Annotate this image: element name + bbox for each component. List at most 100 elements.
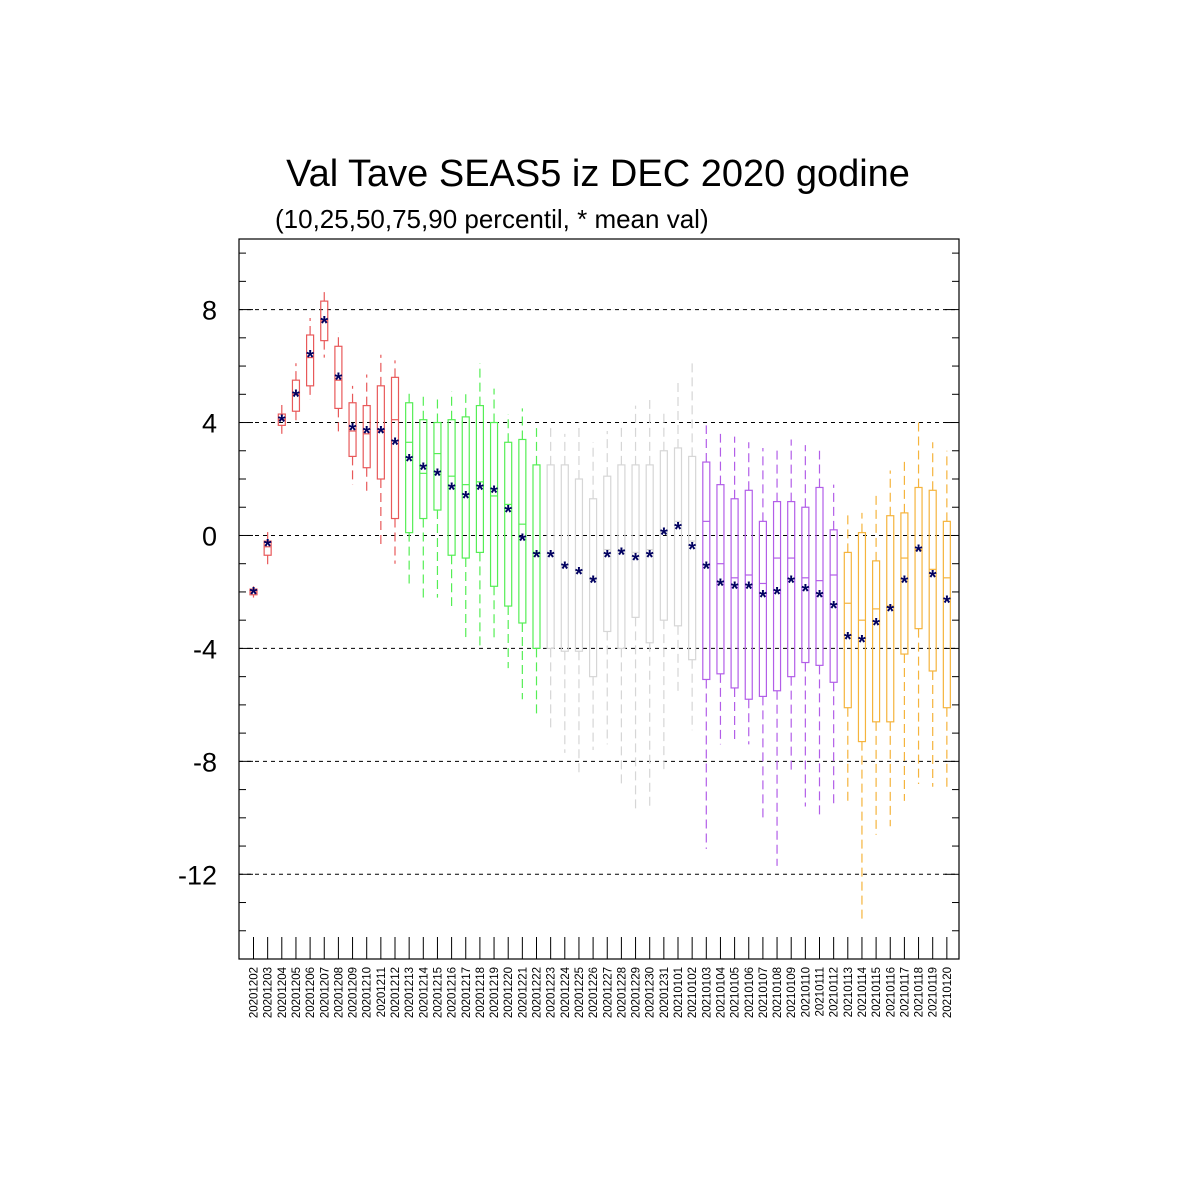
box-iqr	[588, 498, 598, 678]
mean-marker: *	[292, 386, 300, 408]
box-series: * * * * * * * * * * * * * * * * * * * * * * * * * * * * * * * * * * * * * * * *…	[249, 289, 951, 920]
mean-marker: *	[377, 423, 385, 445]
mean-marker: *	[278, 412, 286, 434]
x-tick-label: 20201224	[560, 966, 572, 1018]
box-20210118: *	[914, 422, 923, 784]
mean-marker: *	[943, 592, 951, 614]
box-iqr	[475, 404, 484, 554]
chart-subtitle: (10,25,50,75,90 percentil, * mean val)	[275, 204, 709, 234]
mean-marker: *	[462, 488, 470, 510]
x-tick-label: 20210120	[942, 967, 954, 1018]
box-20210102: *	[688, 360, 696, 731]
x-axis-tick-labels: 20201202 20201203 20201204 20201205 20201206…	[249, 966, 954, 1018]
box-20210109: *	[787, 439, 796, 770]
box-iqr	[702, 461, 711, 681]
x-tick-label: 20201222	[532, 967, 544, 1018]
mean-marker: *	[915, 542, 923, 564]
x-tick-label: 20201217	[461, 967, 473, 1018]
box-20201222: *	[532, 428, 541, 714]
mean-marker: *	[830, 598, 838, 620]
box-iqr	[617, 464, 626, 650]
x-tick-label: 20210105	[730, 967, 742, 1018]
mean-marker: *	[575, 564, 583, 586]
x-tick-label: 20210118	[914, 967, 926, 1017]
x-tick-label: 20201216	[447, 967, 459, 1018]
box-20201230: *	[645, 399, 654, 807]
x-tick-label: 20201231	[659, 967, 671, 1018]
x-tick-label: 20210107	[758, 967, 770, 1018]
x-tick-label: 20201226	[588, 967, 600, 1018]
y-axis-tick-labels: 8 4 0 -4 -8 -12	[178, 296, 217, 891]
mean-marker: *	[504, 502, 512, 524]
mean-marker: *	[419, 460, 427, 482]
plot-frame	[238, 238, 960, 960]
box-iqr	[928, 489, 937, 672]
box-20210112: *	[829, 484, 838, 807]
box-iqr	[603, 475, 612, 633]
x-tick-label: 20201209	[348, 967, 360, 1018]
mean-marker: *	[533, 547, 541, 569]
box-20210105: *	[730, 436, 739, 742]
x-tick-label: 20210109	[786, 967, 798, 1018]
x-tick-label: 20201219	[489, 967, 501, 1018]
mean-marker: *	[448, 479, 456, 501]
x-tick-label: 20201225	[574, 967, 586, 1018]
box-20201224: *	[560, 433, 569, 753]
mean-marker: *	[349, 420, 357, 442]
box-20210103: *	[702, 425, 710, 849]
y-tick-label: -8	[193, 747, 217, 777]
box-iqr	[857, 532, 867, 743]
mean-marker: *	[476, 479, 484, 501]
x-tick-label: 20210115	[871, 967, 883, 1017]
box-iqr	[659, 450, 668, 621]
x-tick-label: 20210102	[687, 967, 699, 1018]
box-iqr	[886, 515, 895, 723]
x-tick-label: 20201212	[390, 967, 402, 1018]
box-20201210: *	[362, 374, 371, 494]
mean-marker: *	[603, 547, 611, 569]
y-tick-label: 8	[202, 296, 217, 326]
mean-marker: *	[490, 482, 498, 504]
x-tick-label: 20201204	[277, 966, 289, 1018]
box-iqr	[447, 419, 456, 556]
mean-marker: *	[674, 519, 682, 541]
box-iqr	[390, 376, 400, 520]
x-tick-label: 20201228	[616, 967, 628, 1018]
x-tick-label: 20201205	[291, 967, 303, 1018]
box-20201204: *	[277, 399, 286, 434]
x-tick-label: 20210119	[928, 967, 940, 1017]
x-tick-label: 20210114	[857, 966, 869, 1017]
box-iqr	[291, 379, 301, 412]
box-iqr	[787, 500, 796, 678]
box-20201218: *	[475, 363, 484, 649]
box-20201205: *	[291, 363, 301, 423]
box-iqr	[433, 421, 442, 511]
mean-marker: *	[264, 536, 272, 558]
mean-marker: *	[320, 313, 328, 335]
mean-marker: *	[858, 632, 866, 654]
x-tick-label: 20201227	[602, 967, 614, 1018]
x-tick-label: 20201230	[645, 967, 657, 1018]
x-tick-label: 20210104	[715, 966, 727, 1018]
box-20210119: *	[928, 442, 937, 787]
box-iqr	[730, 498, 739, 689]
box-iqr	[843, 551, 852, 709]
box-20201227: *	[603, 431, 612, 745]
mean-marker: *	[547, 547, 555, 569]
mean-marker: *	[363, 423, 371, 445]
mean-marker: *	[745, 578, 753, 600]
x-tick-label: 20201210	[362, 967, 374, 1018]
x-tick-label: 20201220	[503, 967, 515, 1018]
box-20201228: *	[617, 422, 626, 787]
x-tick-label: 20210111	[815, 967, 827, 1016]
y-tick-label: 4	[202, 409, 217, 439]
box-iqr	[263, 540, 272, 556]
box-20201215: *	[433, 397, 442, 598]
mean-marker: *	[561, 559, 569, 581]
mean-marker: *	[518, 530, 526, 552]
box-20201211: *	[376, 354, 385, 544]
x-tick-label: 20210113	[843, 967, 855, 1017]
box-iqr	[829, 529, 838, 683]
x-tick-label: 20201203	[263, 967, 275, 1018]
